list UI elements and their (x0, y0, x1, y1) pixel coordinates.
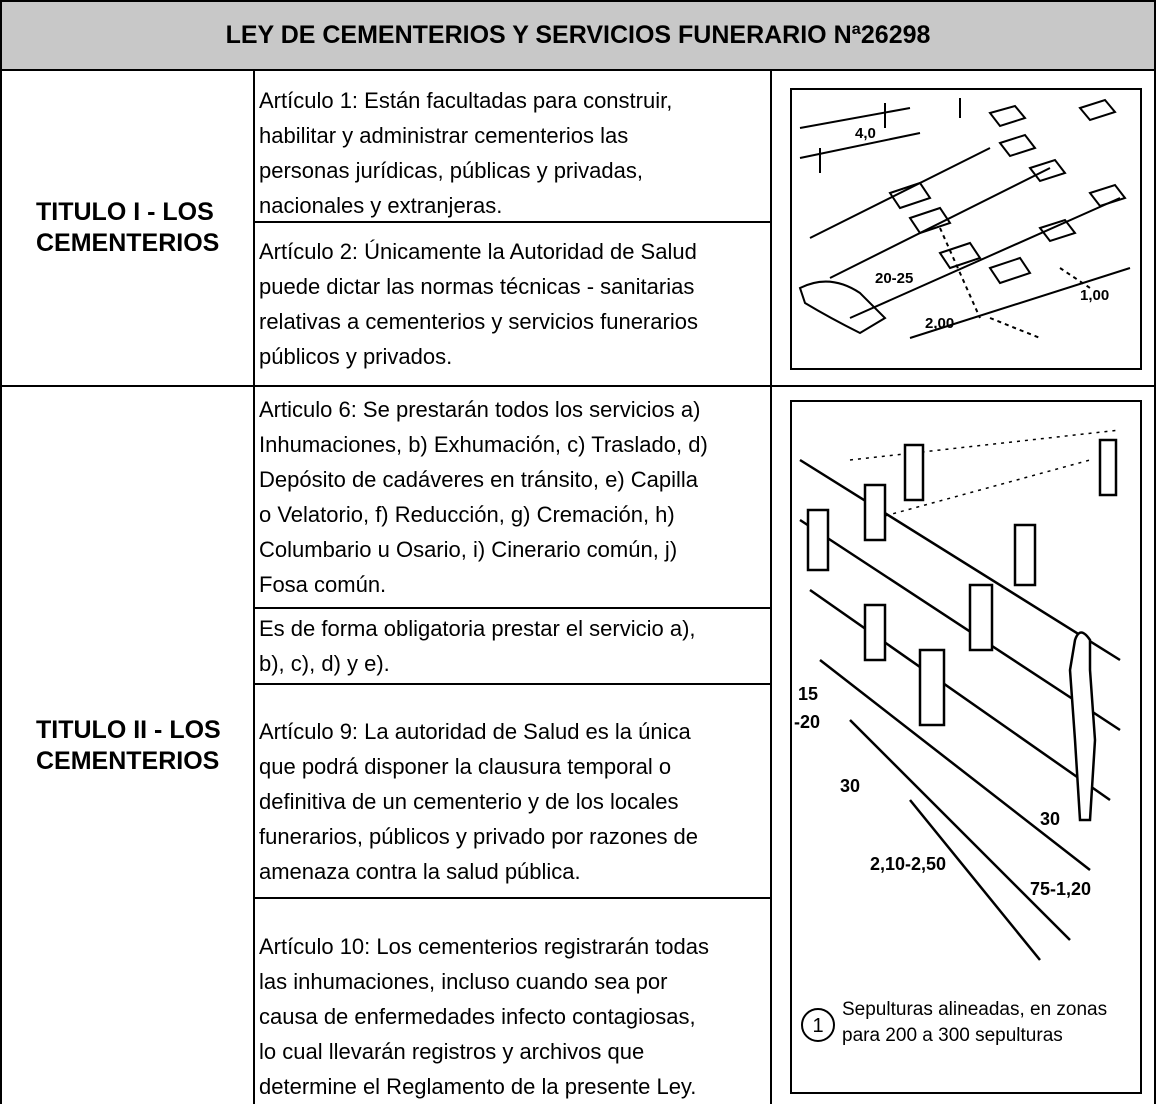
text-line: amenaza contra la salud pública. (259, 858, 581, 884)
figure-label: 75-1,20 (1030, 879, 1091, 899)
figure-label: 2,10-2,50 (870, 854, 946, 874)
text-line: b), c), d) y e). (259, 651, 390, 676)
figure-label: 4,0 (855, 125, 876, 142)
text-line: que podrá disponer la clausura temporal … (259, 753, 672, 779)
section-title: TITULO II - LOS CEMENTERIOS (0, 385, 255, 1104)
figure-1: 4,0 20-25 1,00 2,00 (790, 88, 1142, 370)
text-line: Artículo 10: Los cementerios registrarán… (259, 934, 710, 959)
text-line: Articulo 6: Se prestarán todos los servi… (259, 397, 701, 422)
text-line: Artículo 2: Únicamente la Autoridad de S… (259, 239, 697, 264)
article: Artículo 1: Están facultadas para constr… (253, 69, 772, 223)
text-line: CEMENTERIOS (36, 746, 220, 775)
text-line: CEMENTERIOS (36, 229, 220, 257)
figure-cell (770, 385, 1156, 1104)
figure-label: -20 (794, 712, 820, 732)
text-line: Inhumaciones, b) Exhumación, c) Traslado… (259, 432, 708, 457)
text-line: puede dictar las normas técnicas - sanit… (259, 274, 695, 299)
caption-line: para 200 a 300 sepulturas (842, 1025, 1063, 1046)
article: Artículo 9: La autoridad de Salud es la … (253, 683, 772, 899)
text-line: TITULO I - LOS (36, 198, 214, 226)
text-line: habilitar y administrar cementerios las (259, 123, 629, 148)
text-line: Columbario u Osario, i) Cinerario común,… (259, 537, 678, 562)
article: Es de forma obligatoria prestar el servi… (253, 607, 772, 685)
text-line: determine el Reglamento de la presente L… (259, 1074, 697, 1099)
text-line: Depósito de cadáveres en tránsito, e) Ca… (259, 467, 699, 492)
text-line: relativas a cementerios y servicios fune… (259, 309, 698, 334)
article: Artículo 10: Los cementerios registrarán… (253, 897, 772, 1104)
figure-label: 2,00 (925, 315, 954, 332)
text-line: Artículo 1: Están facultadas para constr… (259, 88, 673, 113)
figure-2: 15 -20 30 2,10-2,50 75-1,20 30 1 Sepultu… (790, 400, 1142, 1094)
figure-label: 30 (840, 776, 860, 796)
text-line: las inhumaciones, incluso cuando sea por (259, 969, 668, 994)
text-line: TITULO II - LOS (36, 715, 221, 744)
text-line: funerarios, públicos y privado por razon… (259, 823, 699, 849)
text-line: Es de forma obligatoria prestar el servi… (259, 616, 696, 641)
figure-label: 20-25 (875, 270, 913, 287)
text-line: personas jurídicas, públicas y privadas, (259, 158, 643, 183)
article: Artículo 2: Únicamente la Autoridad de S… (253, 221, 772, 387)
text-line: Fosa común. (259, 572, 387, 597)
caption-line: Sepulturas alineadas, en zonas (842, 999, 1107, 1020)
figure-label: 15 (798, 684, 818, 704)
text-line: lo cual llevarán registros y archivos qu… (259, 1039, 645, 1064)
article: Articulo 6: Se prestarán todos los servi… (253, 385, 772, 609)
text-line: o Velatorio, f) Reducción, g) Cremación,… (259, 502, 675, 527)
section-title: TITULO I - LOS CEMENTERIOS (0, 69, 255, 387)
text-line: causa de enfermedades infecto contagiosa… (259, 1004, 696, 1029)
text-line: Artículo 9: La autoridad de Salud es la … (259, 718, 691, 744)
figure-label: 1,00 (1080, 287, 1109, 304)
text-line: nacionales y extranjeras. (259, 193, 503, 218)
text-line: definitiva de un cementerio y de los loc… (259, 788, 679, 814)
caption-number: 1 (812, 1015, 823, 1037)
header-title: LEY DE CEMENTERIOS Y SERVICIOS FUNERARIO… (0, 0, 1156, 71)
text-line: públicos y privados. (259, 344, 453, 369)
figure-label: 30 (1040, 809, 1060, 829)
